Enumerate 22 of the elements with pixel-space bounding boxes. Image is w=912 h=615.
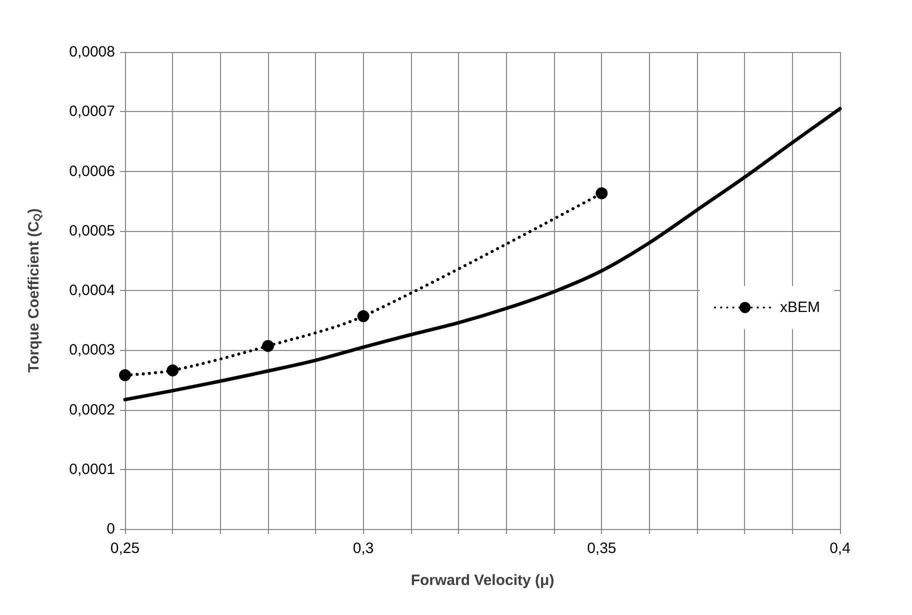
x-tick-label: 0,25	[110, 540, 140, 557]
x-tick-label: 0,35	[587, 540, 616, 557]
y-tick-label: 0,0004	[69, 282, 115, 299]
line-series	[123, 106, 842, 402]
y-tick-label: 0	[106, 520, 115, 538]
point	[119, 369, 131, 382]
x-axis-title: Forward Velocity (μ)	[410, 572, 554, 589]
x-tick-label: 0,3	[352, 540, 374, 557]
y-tick-label: 0,0001	[69, 460, 115, 478]
y-axis-title: Torque Coefficient (CQ)	[26, 208, 44, 373]
y-tick-label: 0,0005	[69, 222, 115, 240]
legend-label: xBEM	[780, 299, 820, 316]
point	[166, 364, 179, 376]
x-tick-label: 0,4	[830, 540, 850, 557]
y-tick-label: 0,0007	[69, 103, 115, 120]
point	[596, 187, 608, 200]
y-tick-label: 0,0002	[69, 401, 115, 418]
y-tick-label: 0,0003	[69, 342, 115, 359]
point	[262, 340, 274, 352]
point	[357, 310, 370, 322]
y-tick-label: 0,0008	[69, 44, 115, 60]
y-tick-label: 0,0006	[69, 162, 115, 180]
